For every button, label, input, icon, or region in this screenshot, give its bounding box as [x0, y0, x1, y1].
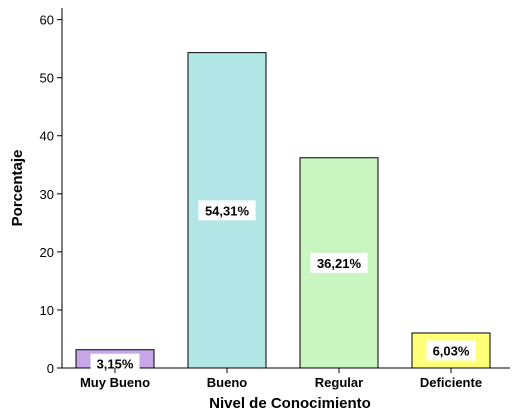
y-axis-title: Porcentaje — [9, 150, 26, 227]
y-tick-label: 30 — [40, 187, 54, 202]
x-category-label: Regular — [315, 375, 363, 390]
data-label: 54,31% — [205, 203, 250, 218]
data-label-background — [310, 252, 368, 273]
y-tick-label: 40 — [40, 129, 54, 144]
y-tick-label: 10 — [40, 303, 54, 318]
x-category-label: Bueno — [207, 375, 248, 390]
data-label-background — [198, 200, 256, 221]
y-tick-label: 0 — [47, 361, 54, 376]
x-category-label: Deficiente — [420, 375, 482, 390]
data-label: 36,21% — [317, 256, 362, 271]
y-tick-label: 50 — [40, 71, 54, 86]
data-label-background — [426, 340, 476, 361]
x-category-label: Muy Bueno — [80, 375, 150, 390]
data-label: 3,15% — [97, 357, 134, 372]
y-tick-label: 20 — [40, 245, 54, 260]
data-label-background — [90, 353, 140, 374]
data-label: 6,03% — [433, 343, 470, 358]
x-axis-title: Nivel de Conocimiento — [209, 395, 371, 412]
y-tick-label: 60 — [40, 13, 54, 28]
